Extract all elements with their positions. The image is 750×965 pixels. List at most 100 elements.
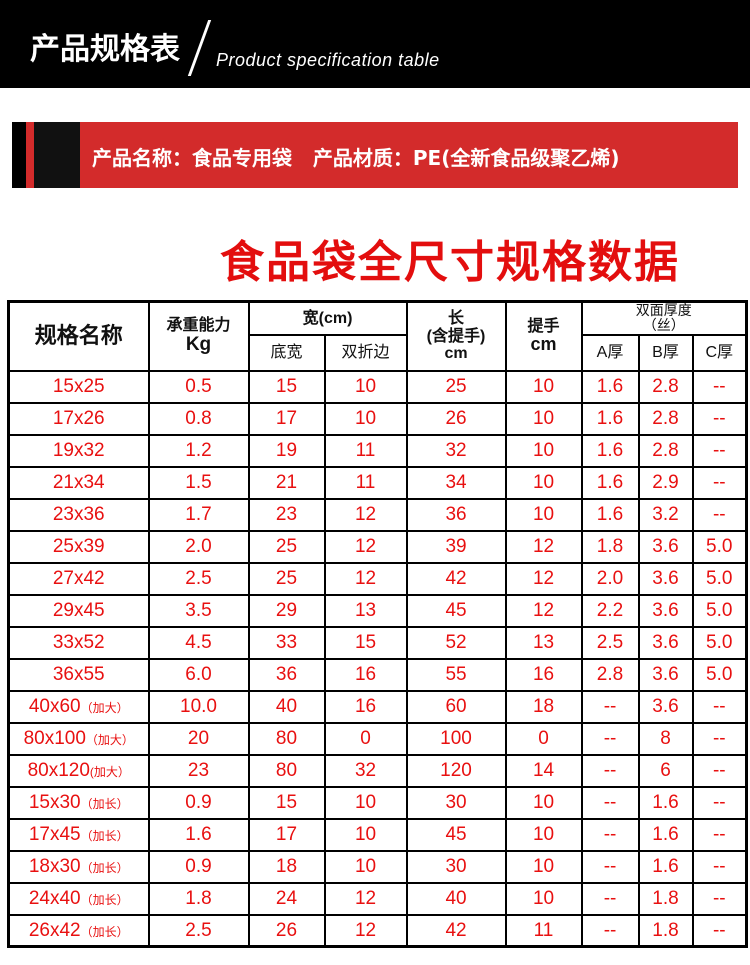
spec-name: 29x45 xyxy=(52,599,105,621)
header-c: C厚 xyxy=(691,333,748,372)
table-cell: 1.8 xyxy=(580,529,640,564)
header-a: A厚 xyxy=(580,333,640,372)
table-cell: 25 xyxy=(405,369,507,404)
table-cell: 30 xyxy=(405,785,507,820)
slash-divider xyxy=(187,20,212,76)
table-cell: -- xyxy=(580,689,640,724)
table-cell: 1.6 xyxy=(637,785,694,820)
header-b: B厚 xyxy=(637,333,694,372)
table-cell: 5.0 xyxy=(691,593,748,628)
cell-spec-name: 36x55 xyxy=(7,657,150,692)
table-row: 29x45 3.5 29 13 45 12 2.2 3.6 5.0 xyxy=(7,593,748,628)
product-banner: 产品名称：食品专用袋 产品材质：PE(全新食品级聚乙烯) xyxy=(12,122,738,188)
table-cell: 16 xyxy=(323,689,408,724)
header-thickness-label: 双面厚度 xyxy=(635,302,692,318)
table-cell: 2.8 xyxy=(637,401,694,436)
table-cell: -- xyxy=(691,881,748,916)
table-cell: 1.7 xyxy=(147,497,250,532)
table-cell: -- xyxy=(580,913,640,948)
table-cell: -- xyxy=(691,849,748,884)
table-cell: 36 xyxy=(247,657,326,692)
table-cell: 1.6 xyxy=(580,497,640,532)
table-cell: -- xyxy=(691,913,748,948)
table-cell: 2.8 xyxy=(637,369,694,404)
table-cell: -- xyxy=(691,785,748,820)
table-cell: 23 xyxy=(247,497,326,532)
table-cell: 19 xyxy=(247,433,326,468)
table-cell: 4.5 xyxy=(147,625,250,660)
spec-suffix: （加长） xyxy=(80,828,129,843)
cell-spec-name: 40x60（加大） xyxy=(7,689,150,724)
table-cell: 12 xyxy=(323,913,408,948)
main-title: 食品袋全尺寸规格数据 xyxy=(220,237,680,288)
spec-name: 36x55 xyxy=(52,663,105,685)
header-load-label: 承重能力 xyxy=(166,317,231,335)
banner-decoration xyxy=(12,122,26,188)
table-cell: 120 xyxy=(405,753,507,788)
table-cell: 13 xyxy=(504,625,583,660)
table-cell: 29 xyxy=(247,593,326,628)
spec-name: 40x60 xyxy=(28,695,81,717)
table-cell: 26 xyxy=(247,913,326,948)
table-cell: -- xyxy=(691,433,748,468)
spec-name: 24x40 xyxy=(28,887,81,909)
cell-spec-name: 19x32 xyxy=(7,433,150,468)
table-cell: 15 xyxy=(247,369,326,404)
table-cell: 13 xyxy=(323,593,408,628)
table-cell: 2.0 xyxy=(580,561,640,596)
cell-spec-name: 27x42 xyxy=(7,561,150,596)
table-cell: 23 xyxy=(147,753,250,788)
table-cell: 55 xyxy=(405,657,507,692)
spec-name: 18x30 xyxy=(28,855,81,877)
table-cell: 42 xyxy=(405,913,507,948)
table-cell: 1.2 xyxy=(147,433,250,468)
table-cell: 3.6 xyxy=(637,561,694,596)
table-cell: 33 xyxy=(247,625,326,660)
table-cell: -- xyxy=(691,369,748,404)
table-cell: 2.5 xyxy=(147,561,250,596)
cell-spec-name: 24x40（加长） xyxy=(7,881,150,916)
table-cell: 3.2 xyxy=(637,497,694,532)
table-cell: 1.6 xyxy=(580,369,640,404)
table-cell: 10 xyxy=(504,369,583,404)
spec-suffix: （加大） xyxy=(85,732,134,747)
header-length-label: 长 xyxy=(448,310,465,327)
table-cell: -- xyxy=(580,721,640,756)
header-width: 宽(cm) xyxy=(247,300,408,336)
table-row: 26x42（加长） 2.5 26 12 42 11 -- 1.8 -- xyxy=(7,913,748,948)
spec-name: 17x45 xyxy=(28,823,81,845)
table-cell: 34 xyxy=(405,465,507,500)
table-cell: 0.9 xyxy=(147,785,250,820)
table-cell: 25 xyxy=(247,561,326,596)
spec-name: 25x39 xyxy=(52,535,105,557)
table-cell: 12 xyxy=(323,881,408,916)
banner-decoration xyxy=(34,122,80,188)
table-cell: 17 xyxy=(247,401,326,436)
table-cell: -- xyxy=(580,785,640,820)
spec-name: 15x30 xyxy=(28,791,81,813)
table-cell: 1.6 xyxy=(637,849,694,884)
table-cell: 32 xyxy=(323,753,408,788)
table-cell: 11 xyxy=(323,433,408,468)
header-fold: 双折边 xyxy=(323,333,408,372)
table-cell: 16 xyxy=(323,657,408,692)
spec-name: 19x32 xyxy=(52,439,105,461)
table-cell: 26 xyxy=(405,401,507,436)
table-cell: 40 xyxy=(247,689,326,724)
table-cell: 3.6 xyxy=(637,689,694,724)
table-cell: 40 xyxy=(405,881,507,916)
table-cell: 10 xyxy=(504,433,583,468)
table-cell: 10 xyxy=(504,817,583,852)
spec-name: 26x42 xyxy=(28,919,81,941)
spec-suffix: （加长） xyxy=(80,892,129,907)
table-cell: 18 xyxy=(247,849,326,884)
header-bar: 产品规格表 Product specification table xyxy=(0,0,750,88)
table-row: 36x55 6.0 36 16 55 16 2.8 3.6 5.0 xyxy=(7,657,748,692)
table-cell: 1.6 xyxy=(580,433,640,468)
table-row: 17x45（加长） 1.6 17 10 45 10 -- 1.6 -- xyxy=(7,817,748,852)
table-cell: 2.0 xyxy=(147,529,250,564)
table-cell: 15 xyxy=(247,785,326,820)
table-cell: 3.6 xyxy=(637,625,694,660)
table-cell: 60 xyxy=(405,689,507,724)
table-cell: 36 xyxy=(405,497,507,532)
